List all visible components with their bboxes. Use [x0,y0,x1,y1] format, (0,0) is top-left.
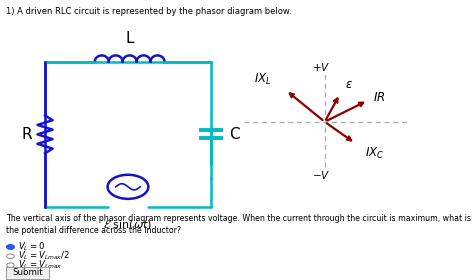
Text: L: L [126,31,134,46]
Text: Submit: Submit [12,268,43,277]
Text: C: C [229,127,239,142]
Text: $V_L = V_{Lmax}/2$: $V_L = V_{Lmax}/2$ [18,250,70,262]
Text: $\varepsilon$: $\varepsilon$ [345,78,353,91]
Text: $V_L = 0$: $V_L = 0$ [18,241,45,253]
Text: R: R [22,127,32,142]
Text: $IX_C$: $IX_C$ [365,146,384,161]
Text: $V_L = V_{Lmax}$: $V_L = V_{Lmax}$ [18,259,63,271]
Text: $\mathcal{E}\ \sin(\omega t)$: $\mathcal{E}\ \sin(\omega t)$ [103,218,153,231]
Circle shape [7,245,14,249]
Text: 1) A driven RLC circuit is represented by the phasor diagram below.: 1) A driven RLC circuit is represented b… [6,7,292,16]
Text: $-V$: $-V$ [312,169,330,181]
Text: The vertical axis of the phasor diagram represents voltage. When the current thr: The vertical axis of the phasor diagram … [6,214,471,235]
Text: $IR$: $IR$ [373,91,385,104]
Text: $IX_L$: $IX_L$ [254,72,272,87]
Text: $+V$: $+V$ [312,61,330,73]
